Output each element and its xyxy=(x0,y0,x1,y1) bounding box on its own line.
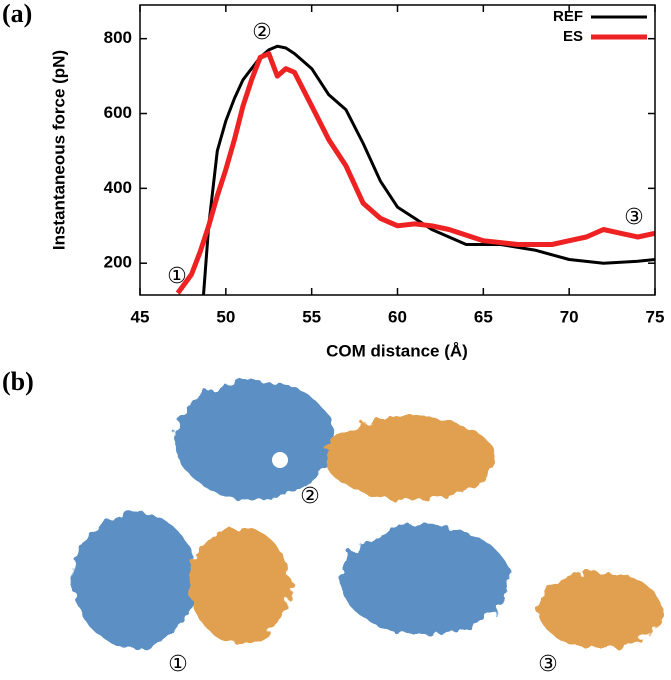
x-tick-label: 50 xyxy=(216,307,235,326)
state-label: ② xyxy=(300,484,320,509)
data-line xyxy=(175,51,655,295)
x-tick-label: 55 xyxy=(302,307,321,326)
receptor-surface xyxy=(340,525,510,635)
state-label: ③ xyxy=(538,652,558,677)
x-tick-label: 65 xyxy=(474,307,493,326)
x-tick-label: 70 xyxy=(560,307,579,326)
panel-label: (b) xyxy=(2,367,34,396)
data-line xyxy=(202,44,655,295)
legend-label: ES xyxy=(563,28,583,45)
protein-structures xyxy=(73,380,662,648)
y-tick-label: 400 xyxy=(104,178,132,197)
plot-frame xyxy=(139,4,656,296)
receptor-surface xyxy=(175,380,335,500)
ligand-surface xyxy=(325,416,495,500)
annotation: ② xyxy=(252,20,272,45)
ligand-surface xyxy=(190,527,290,643)
y-tick-label: 600 xyxy=(104,103,132,122)
y-tick-label: 800 xyxy=(104,28,132,47)
panel-label: (a) xyxy=(2,0,32,28)
x-tick-label: 60 xyxy=(388,307,407,326)
ligand-surface xyxy=(538,572,662,648)
y-axis-title: Instantaneous force (pN) xyxy=(49,50,68,250)
x-tick-label: 75 xyxy=(646,307,665,326)
state-label: ① xyxy=(168,652,188,677)
x-tick-label: 45 xyxy=(131,307,150,326)
receptor-surface xyxy=(73,512,197,648)
legend-label: REF xyxy=(553,8,583,25)
pore xyxy=(272,452,288,468)
x-axis-title: COM distance (Å) xyxy=(326,341,468,360)
annotation: ① xyxy=(167,264,187,289)
plot-lines xyxy=(175,44,655,295)
annotation: ③ xyxy=(624,205,644,230)
y-tick-label: 200 xyxy=(104,253,132,272)
